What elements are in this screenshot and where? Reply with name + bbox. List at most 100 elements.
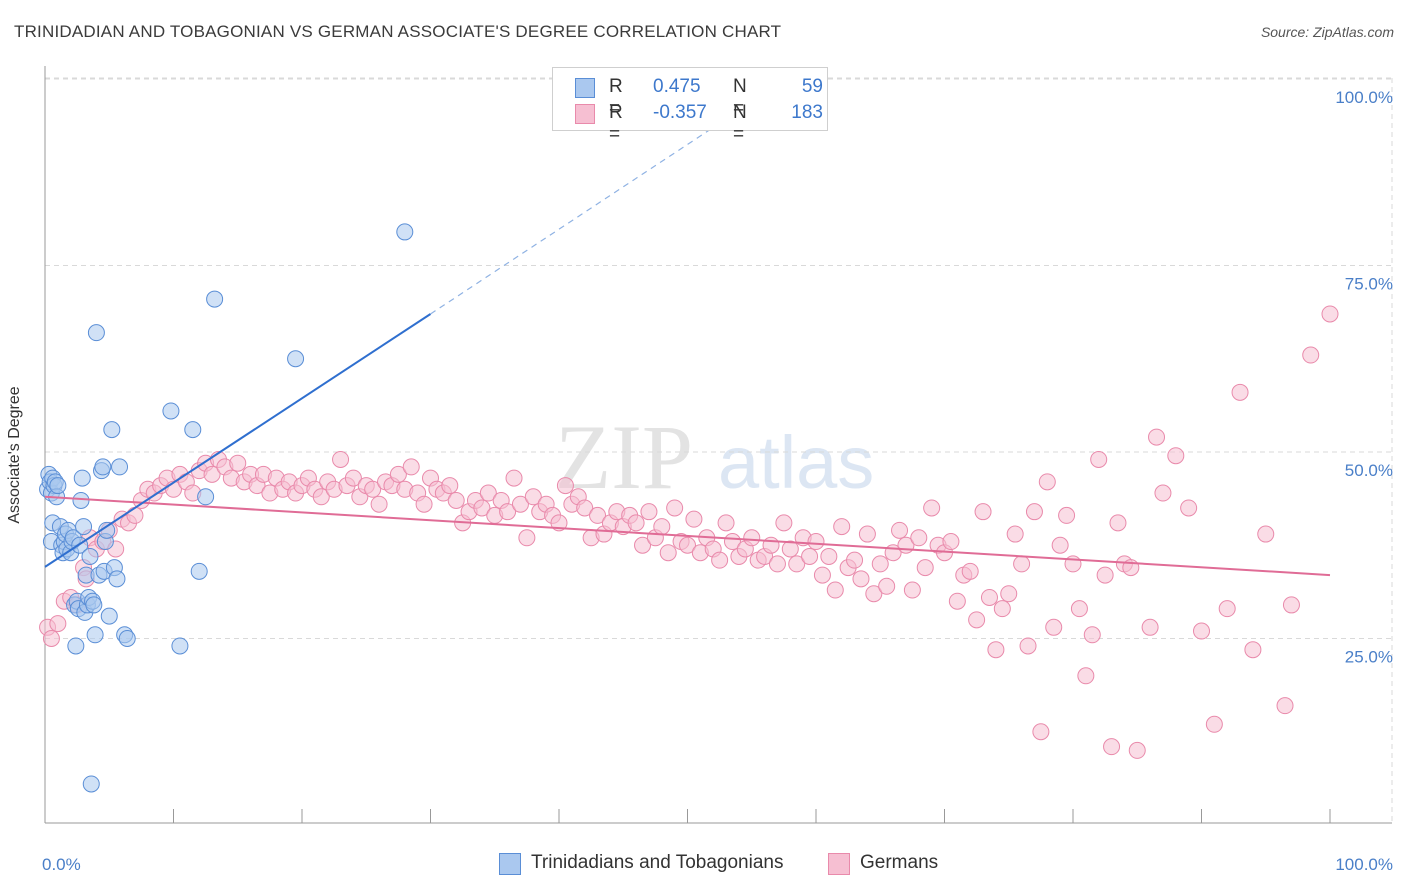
trinidadians-point (184, 421, 202, 439)
germans-point (878, 577, 896, 595)
germans-point (344, 469, 362, 487)
germans-point (1070, 600, 1088, 618)
germans-point (993, 600, 1011, 618)
germans-point (871, 555, 889, 573)
y-tick-label: 25.0% (1345, 648, 1393, 667)
germans-point (499, 503, 517, 521)
trinidadians-point (86, 626, 104, 644)
trinidadians-point (162, 402, 180, 420)
germans-point (891, 521, 909, 539)
germans-point (1141, 618, 1159, 636)
legend-n-label: N = (733, 76, 747, 119)
germans-point (1257, 525, 1275, 543)
germans-point (1051, 536, 1069, 554)
germans-point (910, 529, 928, 547)
germans-points (39, 305, 1339, 759)
watermark: ZIP atlas (555, 406, 874, 508)
germans-point (518, 529, 536, 547)
chart-title: TRINIDADIAN AND TOBAGONIAN VS GERMAN ASS… (14, 22, 782, 41)
x-tick-label: 100.0% (1335, 855, 1393, 874)
germans-point (1000, 585, 1018, 603)
trinidadians-point (287, 350, 305, 368)
germans-point (1148, 428, 1166, 446)
trinidadians-points (39, 223, 414, 793)
germans-point (916, 559, 934, 577)
germans-point (833, 518, 851, 536)
legend-r-label: R = (609, 102, 623, 145)
trinidadians-point (94, 458, 112, 476)
germans-point (743, 529, 761, 547)
trinidadians-point (111, 458, 129, 476)
germans-point (49, 615, 67, 633)
trinidadians-point (197, 488, 215, 506)
germans-point (1038, 473, 1056, 491)
germans-point (505, 469, 523, 487)
germans-point (1218, 600, 1236, 618)
bottom-legend-label: Germans (860, 852, 939, 873)
germans-point (1013, 555, 1031, 573)
germans-point (229, 454, 247, 472)
trinidadians-point (73, 469, 91, 487)
tick-labels: 25.0% 50.0% 75.0% 100.0% 0.0% 100.0% (42, 88, 1393, 874)
gridlines (45, 77, 1393, 823)
trinidadians-point (98, 521, 116, 539)
legend-swatch-blue (575, 78, 595, 98)
germans-point (576, 499, 594, 517)
germans-point (589, 506, 607, 524)
source-credit: Source: ZipAtlas.com (1260, 24, 1394, 40)
germans-point (370, 495, 388, 513)
bottom-legend-swatch-blue (499, 853, 521, 875)
trinidadians-point (82, 775, 100, 793)
trinidadians-point (85, 596, 103, 614)
germans-point (826, 581, 844, 599)
germans-point (1032, 723, 1050, 741)
germans-point (1180, 499, 1198, 517)
germans-point (813, 566, 831, 584)
trinidadians-point (100, 607, 118, 625)
germans-point (479, 484, 497, 502)
germans-point (1321, 305, 1339, 323)
germans-point (807, 533, 825, 551)
trinidadians-point (103, 421, 121, 439)
germans-point (1193, 622, 1210, 640)
germans-point (1019, 637, 1037, 655)
germans-point (1077, 667, 1095, 685)
germans-point (762, 536, 780, 554)
germans-point (511, 495, 529, 513)
legend-n-value: 183 (791, 102, 823, 123)
watermark-atlas: atlas (718, 421, 874, 504)
germans-point (1302, 346, 1320, 364)
germans-point (858, 525, 876, 543)
germans-point (1282, 596, 1300, 614)
germans-point (1090, 450, 1108, 468)
legend-swatch-pink (575, 104, 595, 124)
germans-point (312, 488, 330, 506)
germans-point (332, 450, 350, 468)
trinidadians-point (72, 491, 90, 509)
trinidadians-point (108, 570, 126, 588)
germans-point (447, 491, 465, 509)
legend-n-label: N = (733, 102, 747, 145)
germans-point (1083, 626, 1101, 644)
trinidadians-point (81, 547, 99, 565)
germans-point (1276, 697, 1294, 715)
germans-trend-line (44, 495, 1331, 577)
germans-point (441, 477, 459, 495)
germans-point (1154, 484, 1172, 502)
germans-point (389, 465, 407, 483)
legend-r-value: -0.357 (653, 102, 707, 123)
germans-point (711, 551, 729, 569)
germans-point (634, 536, 652, 554)
germans-point (653, 518, 671, 536)
germans-point (768, 555, 786, 573)
bottom-legend-label: Trinidadians and Tobagonians (531, 852, 784, 873)
germans-point (942, 533, 960, 551)
germans-point (364, 480, 382, 498)
germans-point (775, 514, 793, 532)
y-tick-label: 100.0% (1335, 88, 1393, 107)
germans-point (1205, 715, 1223, 733)
germans-point (846, 551, 864, 569)
trinidadians-point (49, 477, 67, 495)
trinidadians-trend-line (44, 313, 432, 568)
